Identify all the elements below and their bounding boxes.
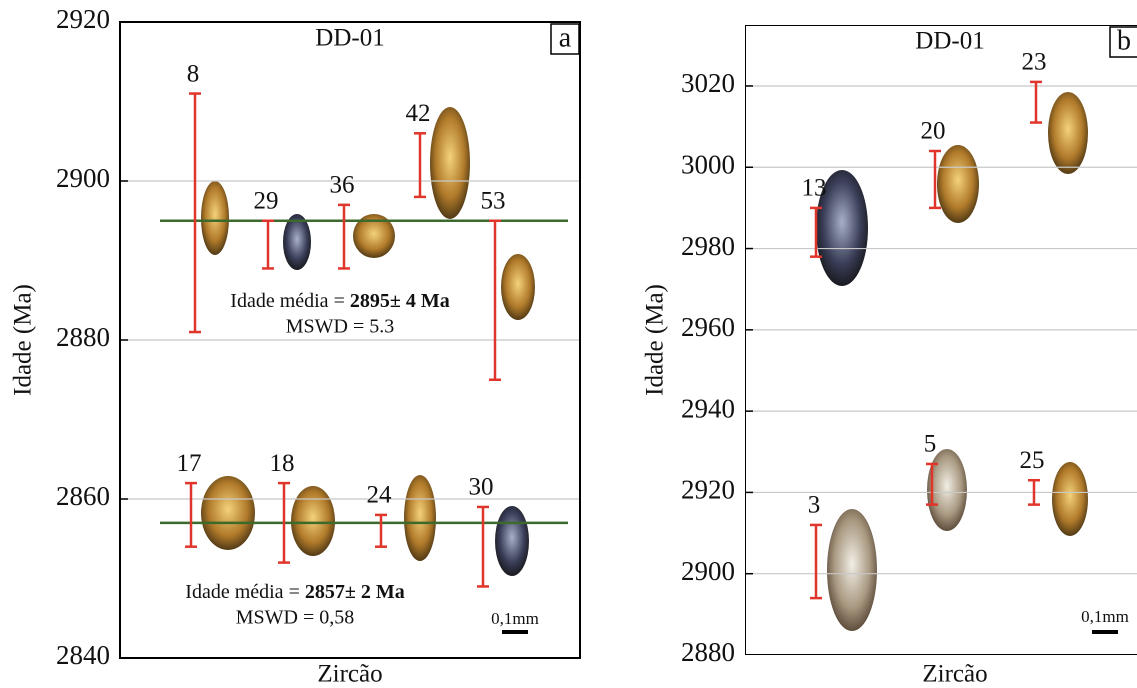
- annotation: Idade média = 2857± 2 Ma: [185, 581, 404, 603]
- grain-label: 17: [177, 450, 202, 477]
- panel-label: b: [1117, 25, 1131, 56]
- grain-label: 20: [921, 118, 946, 145]
- y-tick-label: 2920: [681, 475, 735, 505]
- scale-label: 0,1mm: [1081, 607, 1129, 626]
- grain-label: 8: [187, 60, 200, 87]
- panel-title: DD-01: [915, 28, 984, 55]
- scale-bar: [502, 630, 528, 634]
- panel: [745, 25, 1137, 655]
- y-tick-label: 2860: [56, 481, 110, 511]
- annotation-value: 2857± 2 Ma: [305, 581, 405, 603]
- y-tick-label: 2880: [56, 322, 110, 352]
- grain-label: 53: [481, 187, 506, 214]
- grain-label: 25: [1020, 447, 1045, 474]
- y-tick-label: 3020: [681, 68, 735, 98]
- x-axis-label: Zircão: [317, 661, 382, 688]
- panel-label-box: [1109, 26, 1137, 58]
- grain-label: 5: [924, 431, 937, 458]
- annotation-value: 2895± 4 Ma: [350, 290, 450, 312]
- annotation-mswd: MSWD = 0,58: [236, 607, 355, 629]
- grain-label: 24: [367, 482, 393, 509]
- grain-label: 42: [406, 100, 431, 127]
- y-tick-label: 2840: [56, 640, 110, 670]
- y-axis-label: Idade (Ma): [642, 284, 669, 396]
- grain-label: 3: [808, 492, 821, 519]
- annotation-mswd: MSWD = 5.3: [286, 316, 395, 338]
- grain-label: 36: [330, 172, 355, 199]
- y-tick-label: 2900: [56, 163, 110, 193]
- scale-label: 0,1mm: [491, 609, 539, 628]
- panel-label-box: [550, 23, 580, 55]
- plot-frame: [119, 21, 581, 659]
- panel-title: DD-01: [315, 25, 384, 52]
- annotation: Idade média = 2895± 4 Ma: [230, 290, 449, 312]
- panel: [119, 21, 581, 659]
- grain-label: 23: [1022, 49, 1047, 76]
- grain-label: 18: [270, 450, 295, 477]
- annotation-text: Idade média =: [185, 581, 305, 603]
- y-tick-label: 2980: [681, 231, 735, 261]
- y-tick-label: 3000: [681, 149, 735, 179]
- y-axis-label: Idade (Ma): [10, 284, 37, 396]
- x-axis-label: Zircão: [922, 661, 987, 688]
- panel-label: a: [559, 22, 572, 53]
- y-tick-label: 2940: [681, 393, 735, 423]
- grain-label: 13: [802, 175, 827, 202]
- y-tick-label: 2880: [681, 637, 735, 667]
- grain-label: 30: [469, 474, 494, 501]
- y-tick-label: 2900: [681, 556, 735, 586]
- grain-label: 29: [254, 187, 279, 214]
- y-tick-label: 2920: [56, 4, 110, 34]
- y-tick-label: 2960: [681, 312, 735, 342]
- annotation-text: Idade média =: [230, 290, 350, 312]
- scale-bar: [1092, 630, 1118, 634]
